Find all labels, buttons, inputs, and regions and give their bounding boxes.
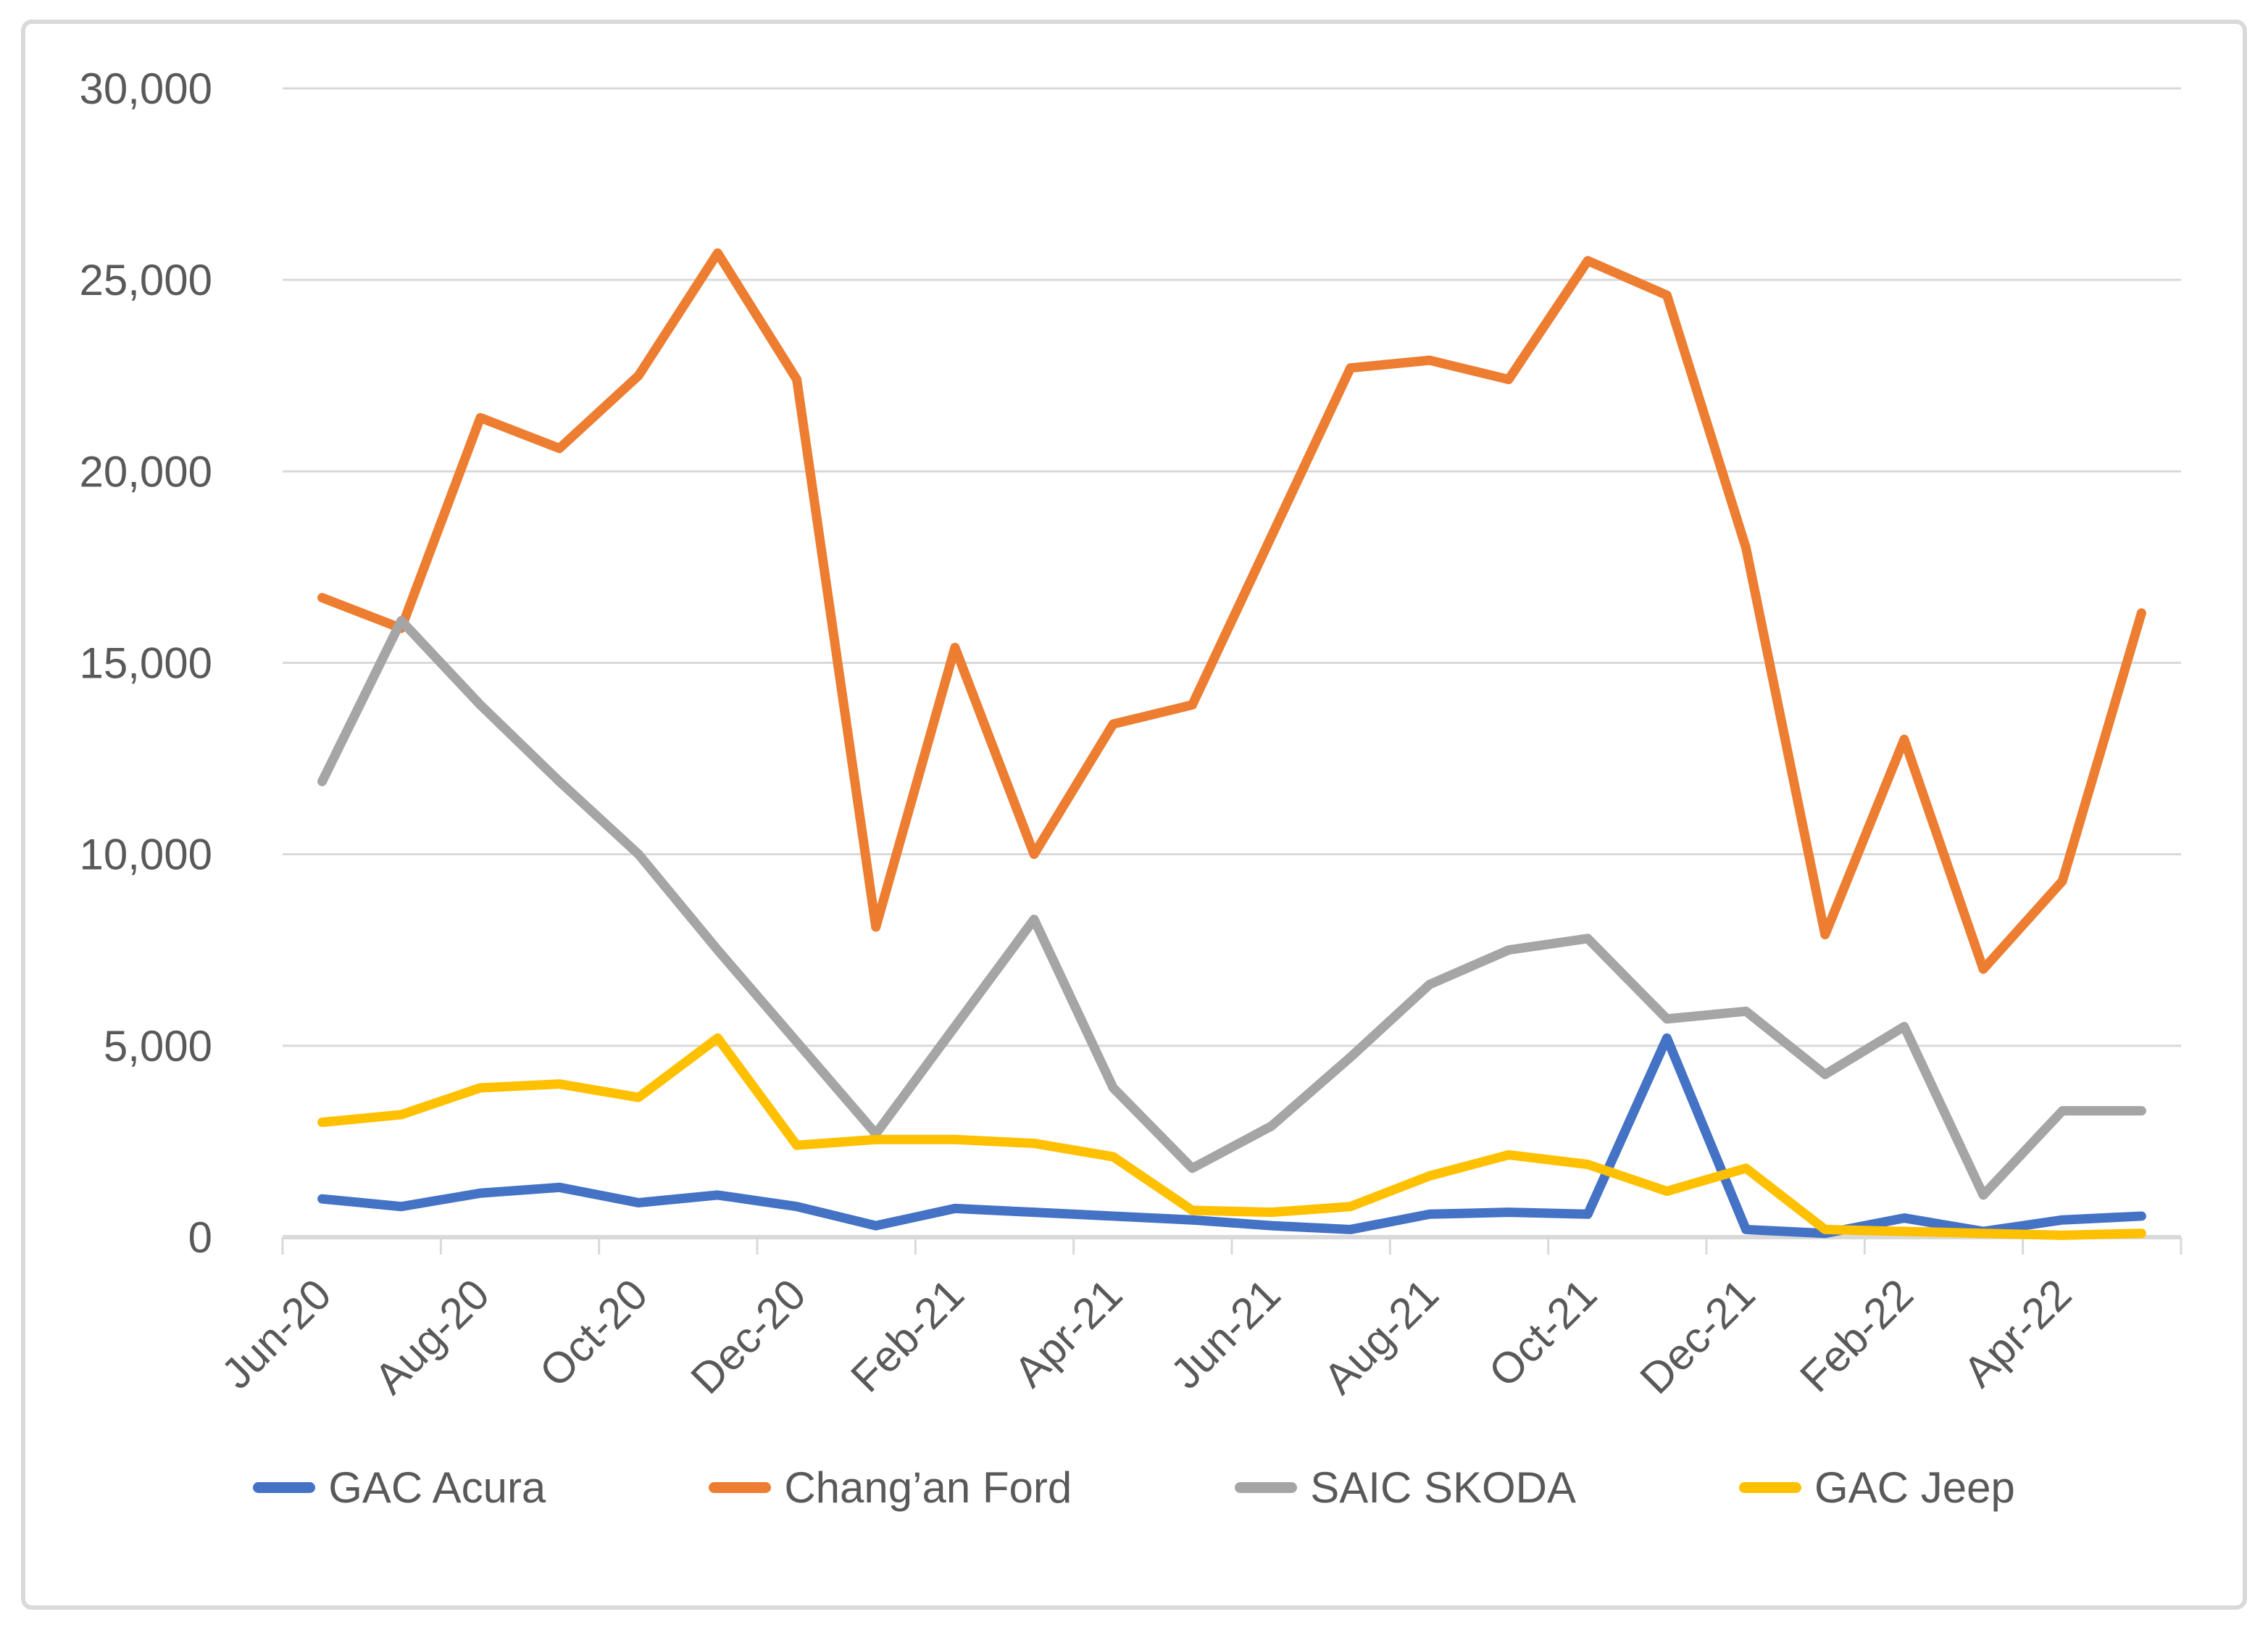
legend-item-gac-jeep: GAC Jeep bbox=[1739, 1463, 2015, 1513]
y-axis-label: 5,000 bbox=[104, 1022, 212, 1070]
legend-label: Chang’an Ford bbox=[784, 1463, 1072, 1512]
legend-label: GAC Acura bbox=[328, 1463, 546, 1512]
legend-swatch bbox=[253, 1482, 316, 1493]
y-axis-label: 25,000 bbox=[79, 256, 212, 304]
legend-swatch bbox=[1739, 1482, 1802, 1493]
legend-item-chang-an-ford: Chang’an Ford bbox=[709, 1463, 1072, 1513]
y-axis-label: 10,000 bbox=[79, 831, 212, 879]
legend-item-saic-skoda: SAIC SKODA bbox=[1235, 1463, 1576, 1513]
legend-label: GAC Jeep bbox=[1814, 1463, 2015, 1512]
chart-border bbox=[21, 20, 2247, 1610]
y-axis-label: 15,000 bbox=[79, 639, 212, 688]
y-axis-label: 20,000 bbox=[79, 447, 212, 496]
y-axis-label: 0 bbox=[188, 1213, 212, 1262]
chart-legend: GAC Acura Chang’an Ford SAIC SKODA GAC Jeep bbox=[0, 1463, 2268, 1513]
legend-swatch bbox=[1235, 1482, 1298, 1493]
legend-swatch bbox=[709, 1482, 772, 1493]
series-line-saic-skoda bbox=[317, 615, 2146, 1200]
series-line-gac-jeep bbox=[317, 1033, 2146, 1240]
y-axis-label: 30,000 bbox=[79, 65, 212, 113]
legend-label: SAIC SKODA bbox=[1310, 1463, 1577, 1512]
series-line-chang-an-ford bbox=[317, 248, 2146, 974]
legend-item-gac-acura: GAC Acura bbox=[253, 1463, 546, 1513]
